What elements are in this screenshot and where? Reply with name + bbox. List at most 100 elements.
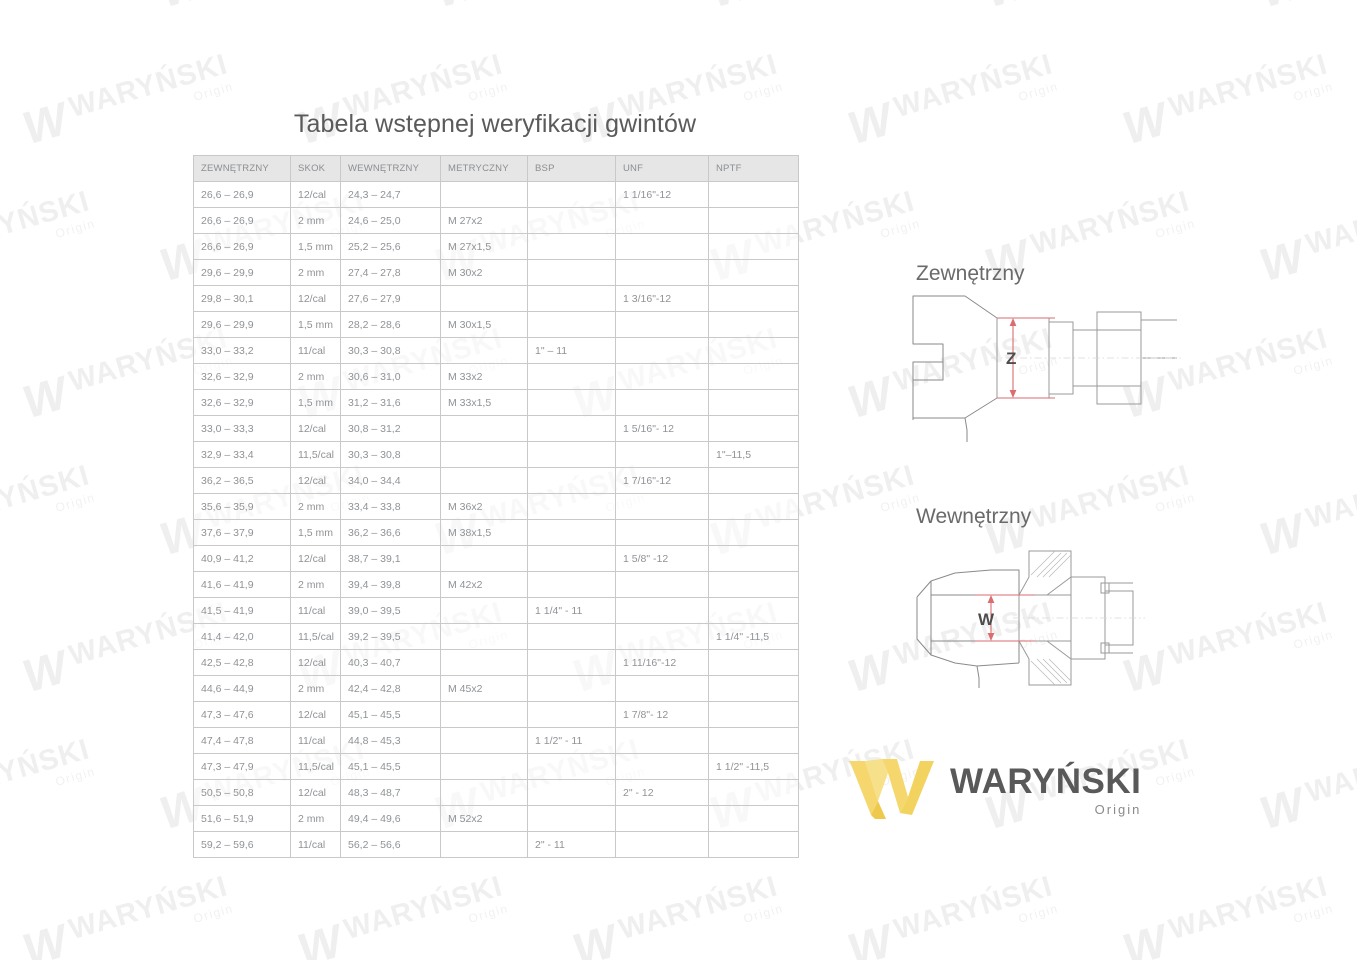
table-row: 47,3 – 47,9 11,5/cal 45,1 – 45,5 1 1/2" -11… xyxy=(193,753,799,780)
table-cell: 2 mm xyxy=(290,207,341,234)
table-cell xyxy=(527,545,616,572)
logo-wordmark: WARYŃSKI xyxy=(950,762,1142,801)
table-cell: 33,0 – 33,3 xyxy=(193,415,291,442)
table-cell: 11,5/cal xyxy=(290,441,341,468)
table-cell xyxy=(615,571,709,598)
table-cell: M 30x2 xyxy=(440,259,528,286)
table-cell: 1,5 mm xyxy=(290,311,341,338)
table-cell xyxy=(527,389,616,416)
table-cell xyxy=(527,519,616,546)
table-cell xyxy=(615,441,709,468)
table-row: 41,6 – 41,9 2 mm 39,4 – 39,8 M 42x2 xyxy=(193,571,799,598)
table-cell: 2 mm xyxy=(290,571,341,598)
table-row: 47,4 – 47,8 11/cal 44,8 – 45,3 1 1/2" - 11 xyxy=(193,727,799,754)
table-cell xyxy=(440,701,528,728)
table-cell xyxy=(708,675,799,702)
table-cell: 38,7 – 39,1 xyxy=(340,545,441,572)
table-cell: M 33x2 xyxy=(440,363,528,390)
table-cell: 50,5 – 50,8 xyxy=(193,779,291,806)
table-row: 41,4 – 42,0 11,5/cal 39,2 – 39,5 1 1/4" -11… xyxy=(193,623,799,650)
table-cell: 45,1 – 45,5 xyxy=(340,701,441,728)
table-cell xyxy=(527,181,616,208)
table-cell: 34,0 – 34,4 xyxy=(340,467,441,494)
table-cell: 1 1/2" -11,5 xyxy=(708,753,799,780)
table-cell: 2 mm xyxy=(290,363,341,390)
table-cell: 2 mm xyxy=(290,259,341,286)
table-cell: 30,3 – 30,8 xyxy=(340,441,441,468)
table-cell: 41,5 – 41,9 xyxy=(193,597,291,624)
table-cell: 29,8 – 30,1 xyxy=(193,285,291,312)
table-cell xyxy=(527,285,616,312)
table-row: 26,6 – 26,9 1,5 mm 25,2 – 25,6 M 27x1,5 xyxy=(193,233,799,260)
table-cell: 30,8 – 31,2 xyxy=(340,415,441,442)
table-row: 42,5 – 42,8 12/cal 40,3 – 40,7 1 11/16"-12 xyxy=(193,649,799,676)
table-cell: 11,5/cal xyxy=(290,623,341,650)
table-cell xyxy=(615,233,709,260)
table-cell: 40,9 – 41,2 xyxy=(193,545,291,572)
table-cell xyxy=(615,337,709,364)
table-cell: 12/cal xyxy=(290,415,341,442)
table-cell: 12/cal xyxy=(290,467,341,494)
table-cell: 11/cal xyxy=(290,727,341,754)
table-column-header: SKOK xyxy=(290,155,341,182)
table-row: 32,9 – 33,4 11,5/cal 30,3 – 30,8 1"–11,5 xyxy=(193,441,799,468)
table-cell xyxy=(440,649,528,676)
table-column-header: BSP xyxy=(527,155,616,182)
table-cell xyxy=(708,597,799,624)
table-row: 44,6 – 44,9 2 mm 42,4 – 42,8 M 45x2 xyxy=(193,675,799,702)
table-cell xyxy=(615,675,709,702)
table-cell xyxy=(708,727,799,754)
table-cell xyxy=(527,701,616,728)
table-cell: 41,4 – 42,0 xyxy=(193,623,291,650)
table-cell xyxy=(615,805,709,832)
table-cell: M 33x1,5 xyxy=(440,389,528,416)
table-column-header: ZEWNĘTRZNY xyxy=(193,155,291,182)
dimension-label-z: Z xyxy=(1006,349,1016,368)
table-row: 37,6 – 37,9 1,5 mm 36,2 – 36,6 M 38x1,5 xyxy=(193,519,799,546)
table-cell: 33,4 – 33,8 xyxy=(340,493,441,520)
table-cell: 49,4 – 49,6 xyxy=(340,805,441,832)
table-cell xyxy=(708,415,799,442)
table-cell: 44,8 – 45,3 xyxy=(340,727,441,754)
table-cell: 2" - 11 xyxy=(527,831,616,858)
table-cell xyxy=(440,831,528,858)
table-cell: 12/cal xyxy=(290,285,341,312)
table-cell: 27,6 – 27,9 xyxy=(340,285,441,312)
table-cell: 27,4 – 27,8 xyxy=(340,259,441,286)
table-cell xyxy=(527,207,616,234)
table-row: 41,5 – 41,9 11/cal 39,0 – 39,5 1 1/4" - 11 xyxy=(193,597,799,624)
table-cell xyxy=(440,337,528,364)
table-cell xyxy=(440,467,528,494)
table-cell xyxy=(615,311,709,338)
table-cell: M 45x2 xyxy=(440,675,528,702)
table-row: 59,2 – 59,6 11/cal 56,2 – 56,6 2" - 11 xyxy=(193,831,799,858)
table-cell: 1"–11,5 xyxy=(708,441,799,468)
table-cell: 30,3 – 30,8 xyxy=(340,337,441,364)
table-cell: 1 1/4" -11,5 xyxy=(708,623,799,650)
table-cell xyxy=(440,545,528,572)
table-cell: 26,6 – 26,9 xyxy=(193,181,291,208)
table-cell: 51,6 – 51,9 xyxy=(193,805,291,832)
table-cell xyxy=(527,779,616,806)
table-row: 29,8 – 30,1 12/cal 27,6 – 27,9 1 3/16"-12 xyxy=(193,285,799,312)
table-cell: 11,5/cal xyxy=(290,753,341,780)
table-cell: 32,6 – 32,9 xyxy=(193,363,291,390)
table-row: 29,6 – 29,9 1,5 mm 28,2 – 28,6 M 30x1,5 xyxy=(193,311,799,338)
table-cell: 39,0 – 39,5 xyxy=(340,597,441,624)
table-cell xyxy=(708,259,799,286)
table-cell: 12/cal xyxy=(290,701,341,728)
table-cell xyxy=(708,311,799,338)
table-cell: M 30x1,5 xyxy=(440,311,528,338)
diagram-external-thread: Zewnętrzny xyxy=(905,262,1205,445)
table-cell xyxy=(615,207,709,234)
table-cell xyxy=(615,727,709,754)
table-cell xyxy=(440,623,528,650)
table-cell xyxy=(708,493,799,520)
table-cell: 39,2 – 39,5 xyxy=(340,623,441,650)
diagram-caption-external: Zewnętrzny xyxy=(916,262,1025,285)
table-row: 33,0 – 33,3 12/cal 30,8 – 31,2 1 5/16"- 12 xyxy=(193,415,799,442)
table-cell: 29,6 – 29,9 xyxy=(193,259,291,286)
table-cell: 45,1 – 45,5 xyxy=(340,753,441,780)
table-cell xyxy=(527,675,616,702)
